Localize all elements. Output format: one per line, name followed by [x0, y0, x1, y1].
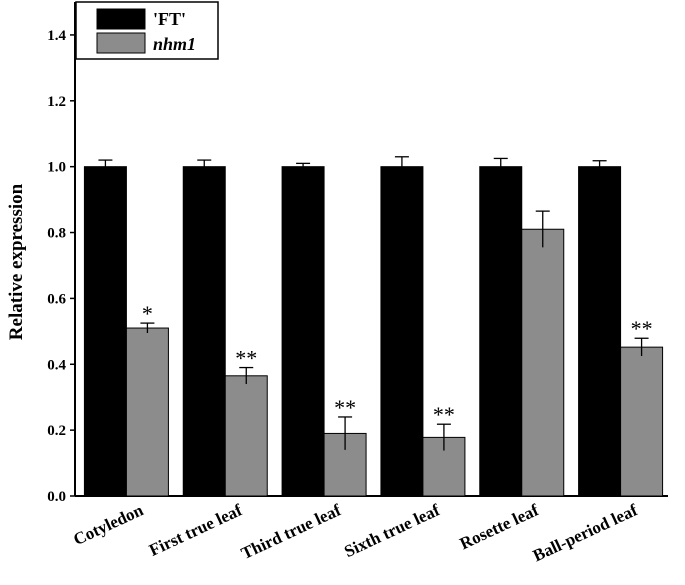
category-label: Cotyledon — [70, 500, 146, 549]
category-label: Sixth true leaf — [341, 500, 443, 561]
y-axis: 0.0 0.2 0.4 0.6 0.8 1.0 1.2 1.4 — [47, 2, 668, 505]
bar-ft — [281, 166, 325, 497]
y-tick-label: 0.4 — [47, 357, 66, 373]
category-label: Rosette leaf — [457, 500, 542, 553]
legend-swatch-ft — [96, 8, 146, 30]
y-tick-label: 0.6 — [47, 291, 66, 307]
bar-ft — [578, 166, 622, 497]
category-label: First true leaf — [146, 500, 245, 560]
significance-label: ** — [334, 395, 356, 420]
significance-label: * — [142, 301, 153, 326]
y-axis-label: Relative expression — [6, 183, 27, 340]
bar-ft — [83, 166, 127, 497]
legend-label-ft: 'FT' — [153, 9, 186, 29]
bar-nhm1 — [620, 346, 664, 497]
bar-nhm1 — [125, 327, 169, 497]
bars: ***** **** — [83, 156, 664, 497]
significance-label: ** — [631, 316, 653, 341]
y-tick-label: 1.0 — [47, 160, 66, 176]
legend: 'FT' nhm1 — [75, 1, 219, 60]
bar-nhm1 — [521, 228, 565, 497]
legend-swatch-nhm1 — [96, 32, 146, 54]
category-label: Third true leaf — [238, 500, 344, 563]
legend-label-nhm1: nhm1 — [153, 34, 196, 54]
significance-label: ** — [235, 346, 257, 371]
bar-ft — [380, 166, 424, 497]
y-tick-label: 0.0 — [47, 489, 66, 505]
bar-ft — [182, 166, 226, 497]
y-tick-label: 1.4 — [47, 28, 66, 44]
bar-nhm1 — [224, 375, 268, 497]
significance-label: ** — [433, 402, 455, 427]
y-tick-label: 1.2 — [47, 94, 66, 110]
y-tick-label: 0.8 — [47, 226, 66, 242]
bar-ft — [479, 166, 523, 497]
y-tick-label: 0.2 — [47, 423, 66, 439]
category-label: Ball-period leaf — [530, 500, 641, 565]
